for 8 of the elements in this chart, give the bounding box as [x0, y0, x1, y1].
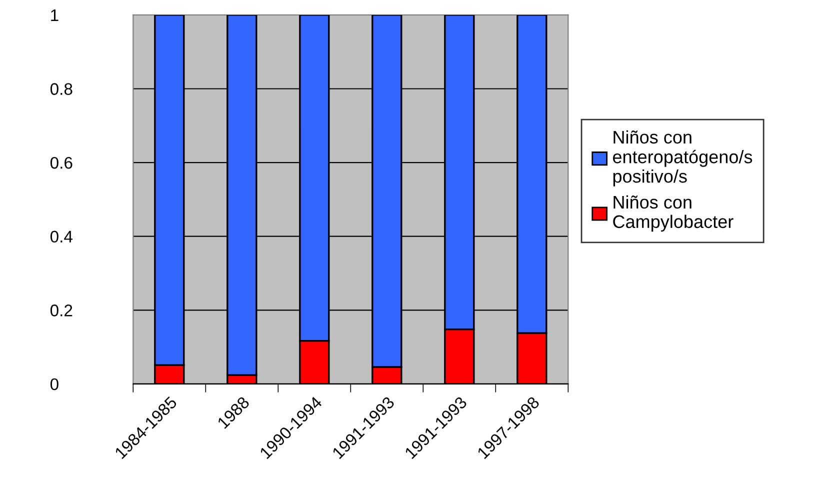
y-tick-label: 1 — [51, 10, 58, 21]
y-tick-label: 0.6 — [50, 156, 72, 169]
y-tick-label: 0 — [50, 378, 58, 390]
y-tick-label: 0.8 — [50, 83, 72, 95]
legend-label: Niños con Campylobacter — [613, 195, 734, 232]
y-tick-label: 0.4 — [50, 230, 72, 243]
legend-label: Niños con enteropatógeno/s positivo/s — [612, 130, 752, 186]
y-tick-label: 0.2 — [50, 304, 72, 316]
